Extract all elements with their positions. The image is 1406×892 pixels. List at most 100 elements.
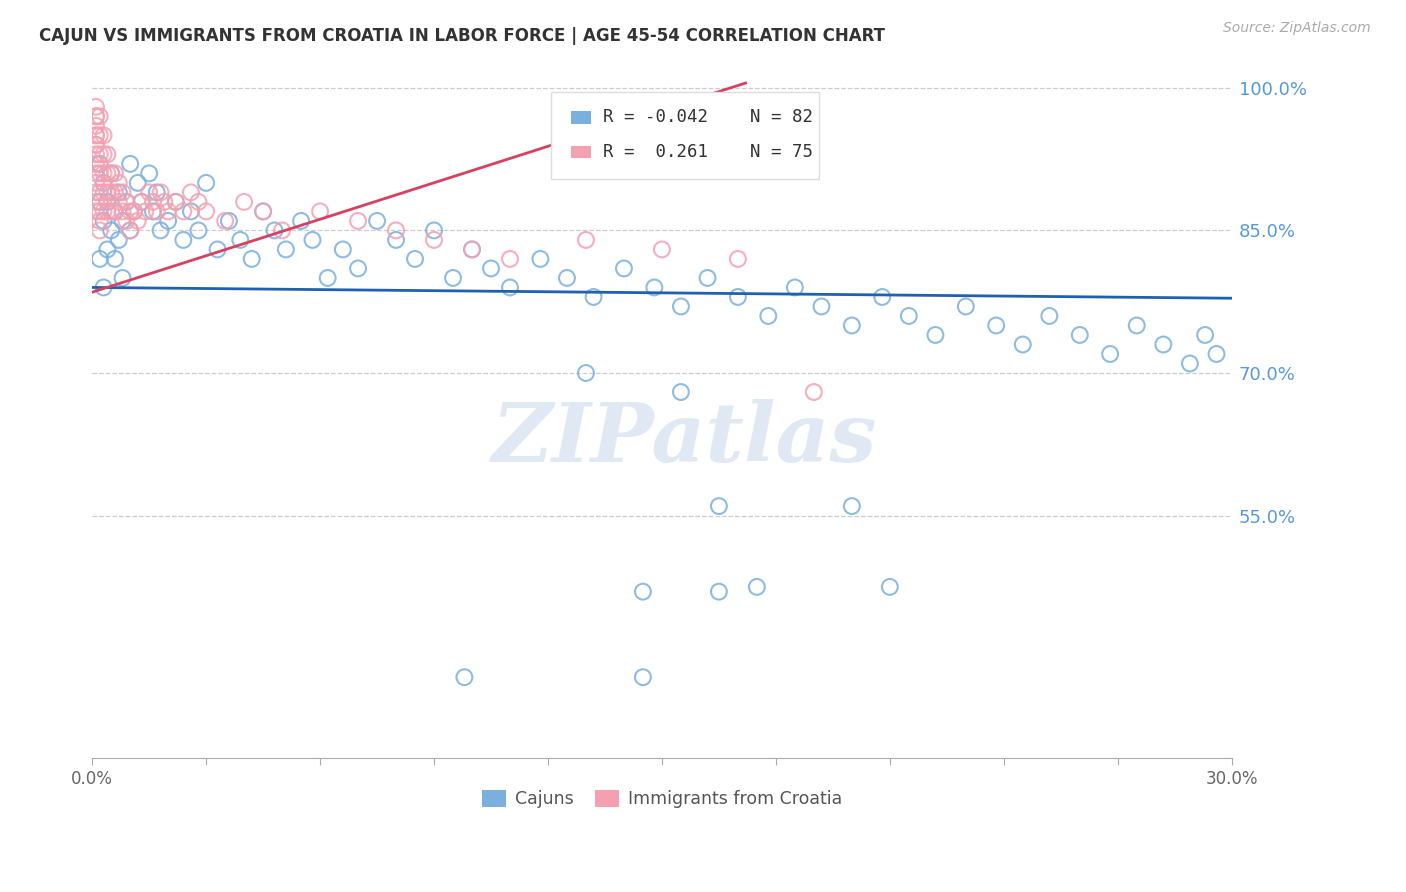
Point bbox=[115, 214, 138, 228]
Point bbox=[696, 271, 718, 285]
Point bbox=[271, 223, 294, 237]
Point bbox=[240, 252, 263, 266]
Point bbox=[127, 176, 149, 190]
Point bbox=[115, 194, 138, 209]
Bar bbox=[571, 146, 592, 159]
Point bbox=[274, 243, 297, 257]
Point bbox=[385, 223, 408, 237]
Point bbox=[1011, 337, 1033, 351]
Point bbox=[727, 290, 749, 304]
Point bbox=[810, 300, 832, 314]
Point bbox=[180, 204, 202, 219]
Bar bbox=[571, 112, 592, 124]
Point bbox=[107, 194, 129, 209]
Point bbox=[582, 290, 605, 304]
Point bbox=[84, 157, 107, 171]
Point bbox=[149, 223, 172, 237]
Point bbox=[93, 280, 115, 294]
Point bbox=[461, 243, 484, 257]
Point bbox=[84, 128, 107, 143]
Point bbox=[84, 166, 107, 180]
Point bbox=[366, 214, 388, 228]
Point bbox=[529, 252, 551, 266]
Point bbox=[1038, 309, 1060, 323]
Point bbox=[214, 214, 236, 228]
Point bbox=[187, 194, 209, 209]
Point bbox=[96, 243, 118, 257]
Point bbox=[104, 166, 127, 180]
Point bbox=[131, 194, 153, 209]
Point bbox=[107, 233, 129, 247]
Point bbox=[104, 252, 127, 266]
Point bbox=[252, 204, 274, 219]
Point bbox=[84, 109, 107, 123]
Text: ZIPatlas: ZIPatlas bbox=[492, 399, 877, 479]
Point bbox=[252, 204, 274, 219]
Point bbox=[309, 204, 332, 219]
Point bbox=[138, 186, 160, 200]
Point bbox=[924, 328, 946, 343]
Point bbox=[84, 119, 107, 133]
Point bbox=[783, 280, 806, 294]
Point bbox=[100, 204, 122, 219]
Point bbox=[107, 186, 129, 200]
Point bbox=[631, 670, 654, 684]
Point bbox=[613, 261, 636, 276]
Point bbox=[89, 157, 111, 171]
Point bbox=[955, 300, 977, 314]
Point bbox=[138, 166, 160, 180]
Point bbox=[479, 261, 502, 276]
Text: Source: ZipAtlas.com: Source: ZipAtlas.com bbox=[1223, 21, 1371, 35]
Point bbox=[461, 243, 484, 257]
Point bbox=[441, 271, 464, 285]
Point bbox=[149, 186, 172, 200]
Point bbox=[89, 128, 111, 143]
Point bbox=[89, 109, 111, 123]
Point bbox=[404, 252, 426, 266]
Point bbox=[93, 186, 115, 200]
Point bbox=[122, 204, 145, 219]
Point bbox=[104, 204, 127, 219]
Point bbox=[89, 166, 111, 180]
Point bbox=[120, 157, 142, 171]
Point bbox=[745, 580, 768, 594]
Point bbox=[1069, 328, 1091, 343]
Point bbox=[1178, 357, 1201, 371]
Point bbox=[347, 261, 370, 276]
Point bbox=[1152, 337, 1174, 351]
Point bbox=[96, 204, 118, 219]
Point bbox=[84, 186, 107, 200]
Point bbox=[290, 214, 312, 228]
Point bbox=[84, 109, 107, 123]
Point bbox=[145, 186, 167, 200]
Point bbox=[499, 252, 522, 266]
Point bbox=[233, 194, 256, 209]
Point bbox=[316, 271, 339, 285]
Y-axis label: In Labor Force | Age 45-54: In Labor Force | Age 45-54 bbox=[0, 301, 8, 521]
Point bbox=[96, 147, 118, 161]
Text: R =  0.261    N = 75: R = 0.261 N = 75 bbox=[603, 144, 813, 161]
Point bbox=[120, 204, 142, 219]
Point bbox=[157, 214, 180, 228]
Point bbox=[84, 204, 107, 219]
Point bbox=[131, 194, 153, 209]
Point bbox=[756, 309, 779, 323]
Point bbox=[841, 318, 863, 333]
Point bbox=[142, 194, 165, 209]
Point bbox=[803, 384, 825, 399]
Point bbox=[134, 204, 156, 219]
Point bbox=[1125, 318, 1147, 333]
Point bbox=[89, 186, 111, 200]
Point bbox=[96, 194, 118, 209]
Point bbox=[631, 584, 654, 599]
Point bbox=[84, 194, 107, 209]
Point bbox=[165, 194, 187, 209]
Point bbox=[870, 290, 893, 304]
Point bbox=[89, 204, 111, 219]
Point bbox=[84, 137, 107, 152]
Point bbox=[332, 243, 354, 257]
Point bbox=[111, 271, 134, 285]
Point bbox=[93, 214, 115, 228]
Legend: Cajuns, Immigrants from Croatia: Cajuns, Immigrants from Croatia bbox=[475, 783, 849, 815]
Point bbox=[145, 204, 167, 219]
